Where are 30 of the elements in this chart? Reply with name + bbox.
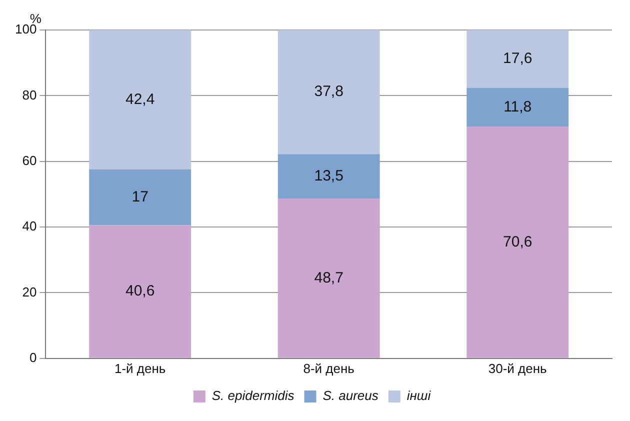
y-tick-label: 80 <box>22 87 37 102</box>
data-label: 13,5 <box>314 167 344 184</box>
legend-label: інші <box>406 388 432 404</box>
data-label: 17,6 <box>503 50 532 68</box>
bar <box>466 88 569 127</box>
data-label: 70,6 <box>503 233 532 250</box>
data-label: 48,7 <box>314 269 344 286</box>
x-tick-label: 30-й день <box>488 360 548 376</box>
bar <box>278 30 380 154</box>
bar <box>89 30 192 170</box>
legend-label: S. aureus <box>322 388 379 404</box>
y-tick-label: 40 <box>22 218 37 234</box>
bar <box>466 126 569 358</box>
y-tick-label: 100 <box>14 22 37 37</box>
bar <box>466 30 569 88</box>
legend-label: S. epidermidis <box>212 388 295 404</box>
data-label: 40,6 <box>125 282 155 300</box>
y-tick-label: 0 <box>29 350 37 365</box>
y-tick-label: 60 <box>22 152 37 168</box>
bar <box>89 225 192 358</box>
bar <box>89 169 192 226</box>
bar <box>278 154 380 198</box>
x-tick-label: 1-й день <box>114 360 166 376</box>
y-tick-label: 20 <box>22 284 37 300</box>
data-label: 37,8 <box>314 83 344 100</box>
bar <box>278 198 380 358</box>
data-label: 42,4 <box>125 90 155 108</box>
data-label: 17 <box>132 188 148 206</box>
data-label: 11,8 <box>504 98 532 116</box>
x-tick-label: 8-й день <box>303 360 355 376</box>
